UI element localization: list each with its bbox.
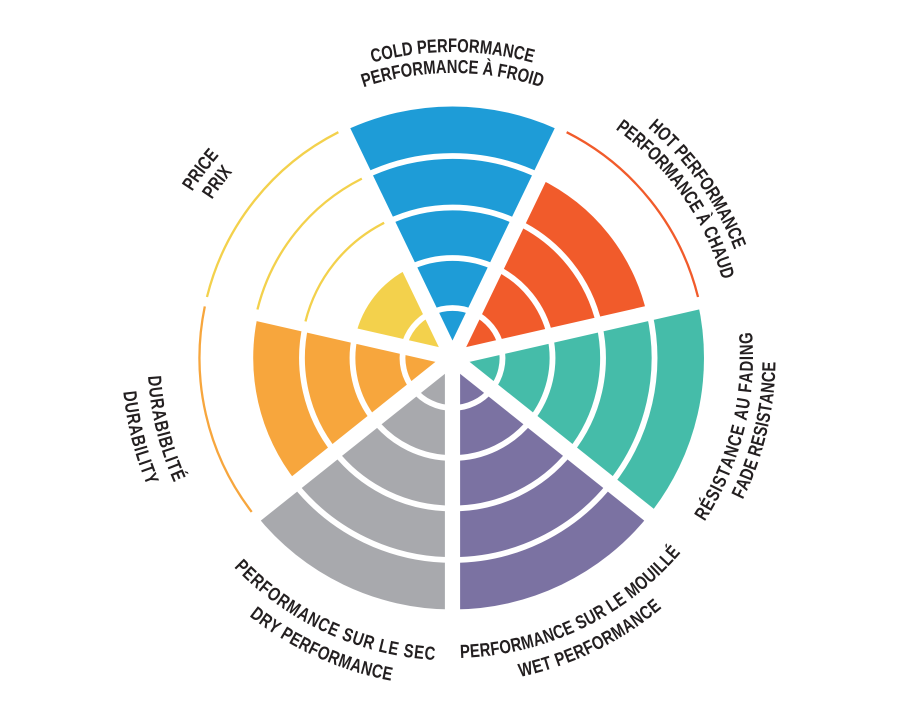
svg-text:R: R <box>146 397 169 411</box>
svg-text:R: R <box>468 36 480 58</box>
svg-text:I: I <box>161 454 182 465</box>
svg-text:E: E <box>387 637 401 660</box>
svg-text:I: I <box>526 67 536 89</box>
svg-text:O: O <box>399 59 414 82</box>
svg-text:N: N <box>757 381 779 394</box>
svg-text:A: A <box>491 38 505 61</box>
svg-text:F: F <box>734 382 756 393</box>
svg-text:R: R <box>411 58 424 80</box>
svg-text:A: A <box>435 56 447 78</box>
svg-text:P: P <box>416 36 428 58</box>
svg-text:R: R <box>437 35 448 57</box>
svg-text:U: U <box>120 401 143 415</box>
svg-text:F: F <box>448 35 457 56</box>
svg-text:P: P <box>460 641 471 663</box>
svg-text:F: F <box>489 638 501 660</box>
svg-text:A: A <box>735 371 757 383</box>
svg-text:I: I <box>153 429 175 438</box>
svg-text:E: E <box>469 640 480 662</box>
svg-text:C: C <box>370 660 385 683</box>
svg-text:F: F <box>390 61 403 84</box>
svg-text:S: S <box>402 640 415 662</box>
svg-text:O: O <box>457 35 469 57</box>
svg-text:W: W <box>516 657 535 681</box>
svg-text:C: C <box>758 371 780 383</box>
svg-text:I: I <box>752 420 774 428</box>
svg-text:N: N <box>447 56 458 77</box>
svg-text:A: A <box>124 422 147 437</box>
svg-text:L: L <box>391 40 404 62</box>
svg-text:D: D <box>119 390 141 403</box>
svg-text:A: A <box>730 407 753 422</box>
svg-text:E: E <box>759 361 780 371</box>
svg-text:R: R <box>122 411 145 425</box>
svg-text:E: E <box>413 641 425 663</box>
svg-text:A: A <box>148 408 171 423</box>
svg-text:O: O <box>515 64 531 87</box>
svg-text:E: E <box>426 36 437 58</box>
svg-text:E: E <box>468 57 479 79</box>
svg-text:N: N <box>501 40 515 63</box>
svg-text:R: R <box>509 633 524 656</box>
svg-text:S: S <box>752 411 775 425</box>
svg-text:B: B <box>150 419 173 434</box>
svg-text:À: À <box>482 58 495 80</box>
svg-text:O: O <box>379 41 395 64</box>
svg-text:R: R <box>479 639 492 661</box>
svg-text:C: C <box>368 44 384 67</box>
svg-text:E: E <box>380 662 394 685</box>
svg-text:D: D <box>400 38 414 61</box>
svg-text:F: F <box>496 60 509 82</box>
svg-text:B: B <box>127 433 150 449</box>
svg-text:M: M <box>479 36 494 58</box>
svg-text:U: U <box>144 386 166 399</box>
svg-text:U: U <box>732 396 755 410</box>
svg-text:I: I <box>130 444 151 454</box>
svg-text:C: C <box>424 643 436 665</box>
svg-text:T: T <box>754 401 776 414</box>
svg-text:I: I <box>134 457 155 468</box>
svg-text:D: D <box>736 361 757 372</box>
svg-text:R: R <box>379 63 394 86</box>
svg-text:C: C <box>457 56 468 78</box>
svg-text:M: M <box>519 630 536 654</box>
svg-text:S: S <box>749 424 772 439</box>
svg-text:R: R <box>505 62 520 85</box>
svg-text:C: C <box>512 42 527 65</box>
svg-text:A: A <box>756 392 778 405</box>
svg-text:D: D <box>144 375 166 387</box>
svg-text:N: N <box>736 344 757 355</box>
svg-text:O: O <box>498 636 513 659</box>
svg-text:G: G <box>735 332 757 345</box>
svg-text:M: M <box>422 57 436 79</box>
svg-text:I: I <box>736 356 757 360</box>
